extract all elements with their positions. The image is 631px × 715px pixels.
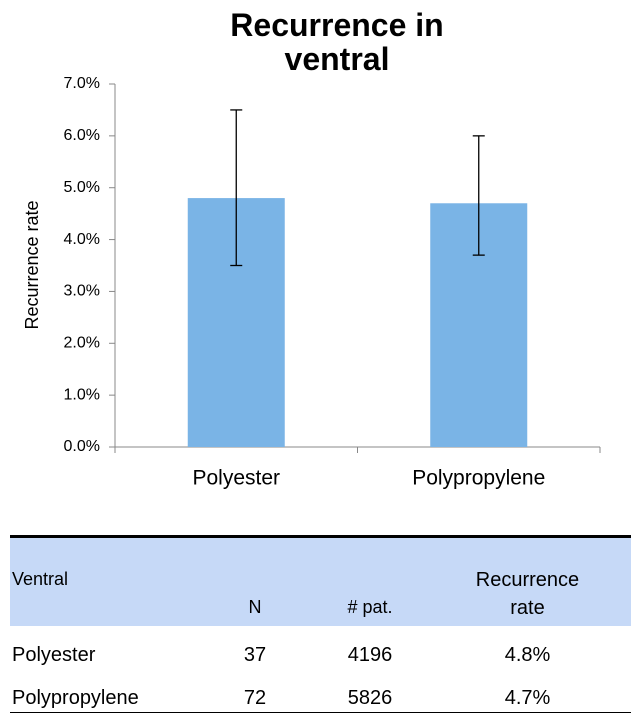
y-tick-label: 6.0% (64, 127, 100, 144)
chart: Recurrence rate 0.0% 1.0% 2.0% 3.0% 4.0% 5.0%… (22, 75, 601, 490)
table-cell: 4.7% (504, 687, 551, 709)
table-header-cell: Ventral (12, 569, 69, 589)
table-cell: Polypropylene (12, 687, 139, 709)
y-tick-label: 3.0% (64, 283, 100, 300)
table-cell: 4196 (347, 644, 393, 666)
y-tick-label: 4.0% (64, 231, 100, 248)
table-cell: 4.8% (504, 644, 551, 666)
y-axis-label: Recurrence rate (22, 200, 42, 329)
table-cell: 5826 (347, 687, 393, 709)
table-cell: 37 (243, 644, 267, 666)
y-tick-label: 0.0% (64, 438, 100, 455)
table-header (10, 535, 631, 626)
table-cell: 72 (243, 687, 267, 709)
y-tick-label: 2.0% (64, 335, 100, 352)
x-tick-label: Polyester (192, 467, 280, 490)
table-header-cell: N (248, 597, 262, 617)
chart-title: Recurrence in ventral (230, 7, 444, 77)
y-tick-label: 1.0% (64, 386, 100, 403)
x-tick-label: Polypropylene (412, 467, 545, 490)
table-header-cell: # pat. (347, 597, 393, 617)
y-tick-label: 5.0% (64, 179, 100, 196)
y-tick-label: 7.0% (64, 75, 100, 92)
table-cell: Polyester (12, 644, 96, 666)
table-rule (10, 712, 631, 713)
table-header-cell: Recurrence rate (475, 569, 580, 619)
